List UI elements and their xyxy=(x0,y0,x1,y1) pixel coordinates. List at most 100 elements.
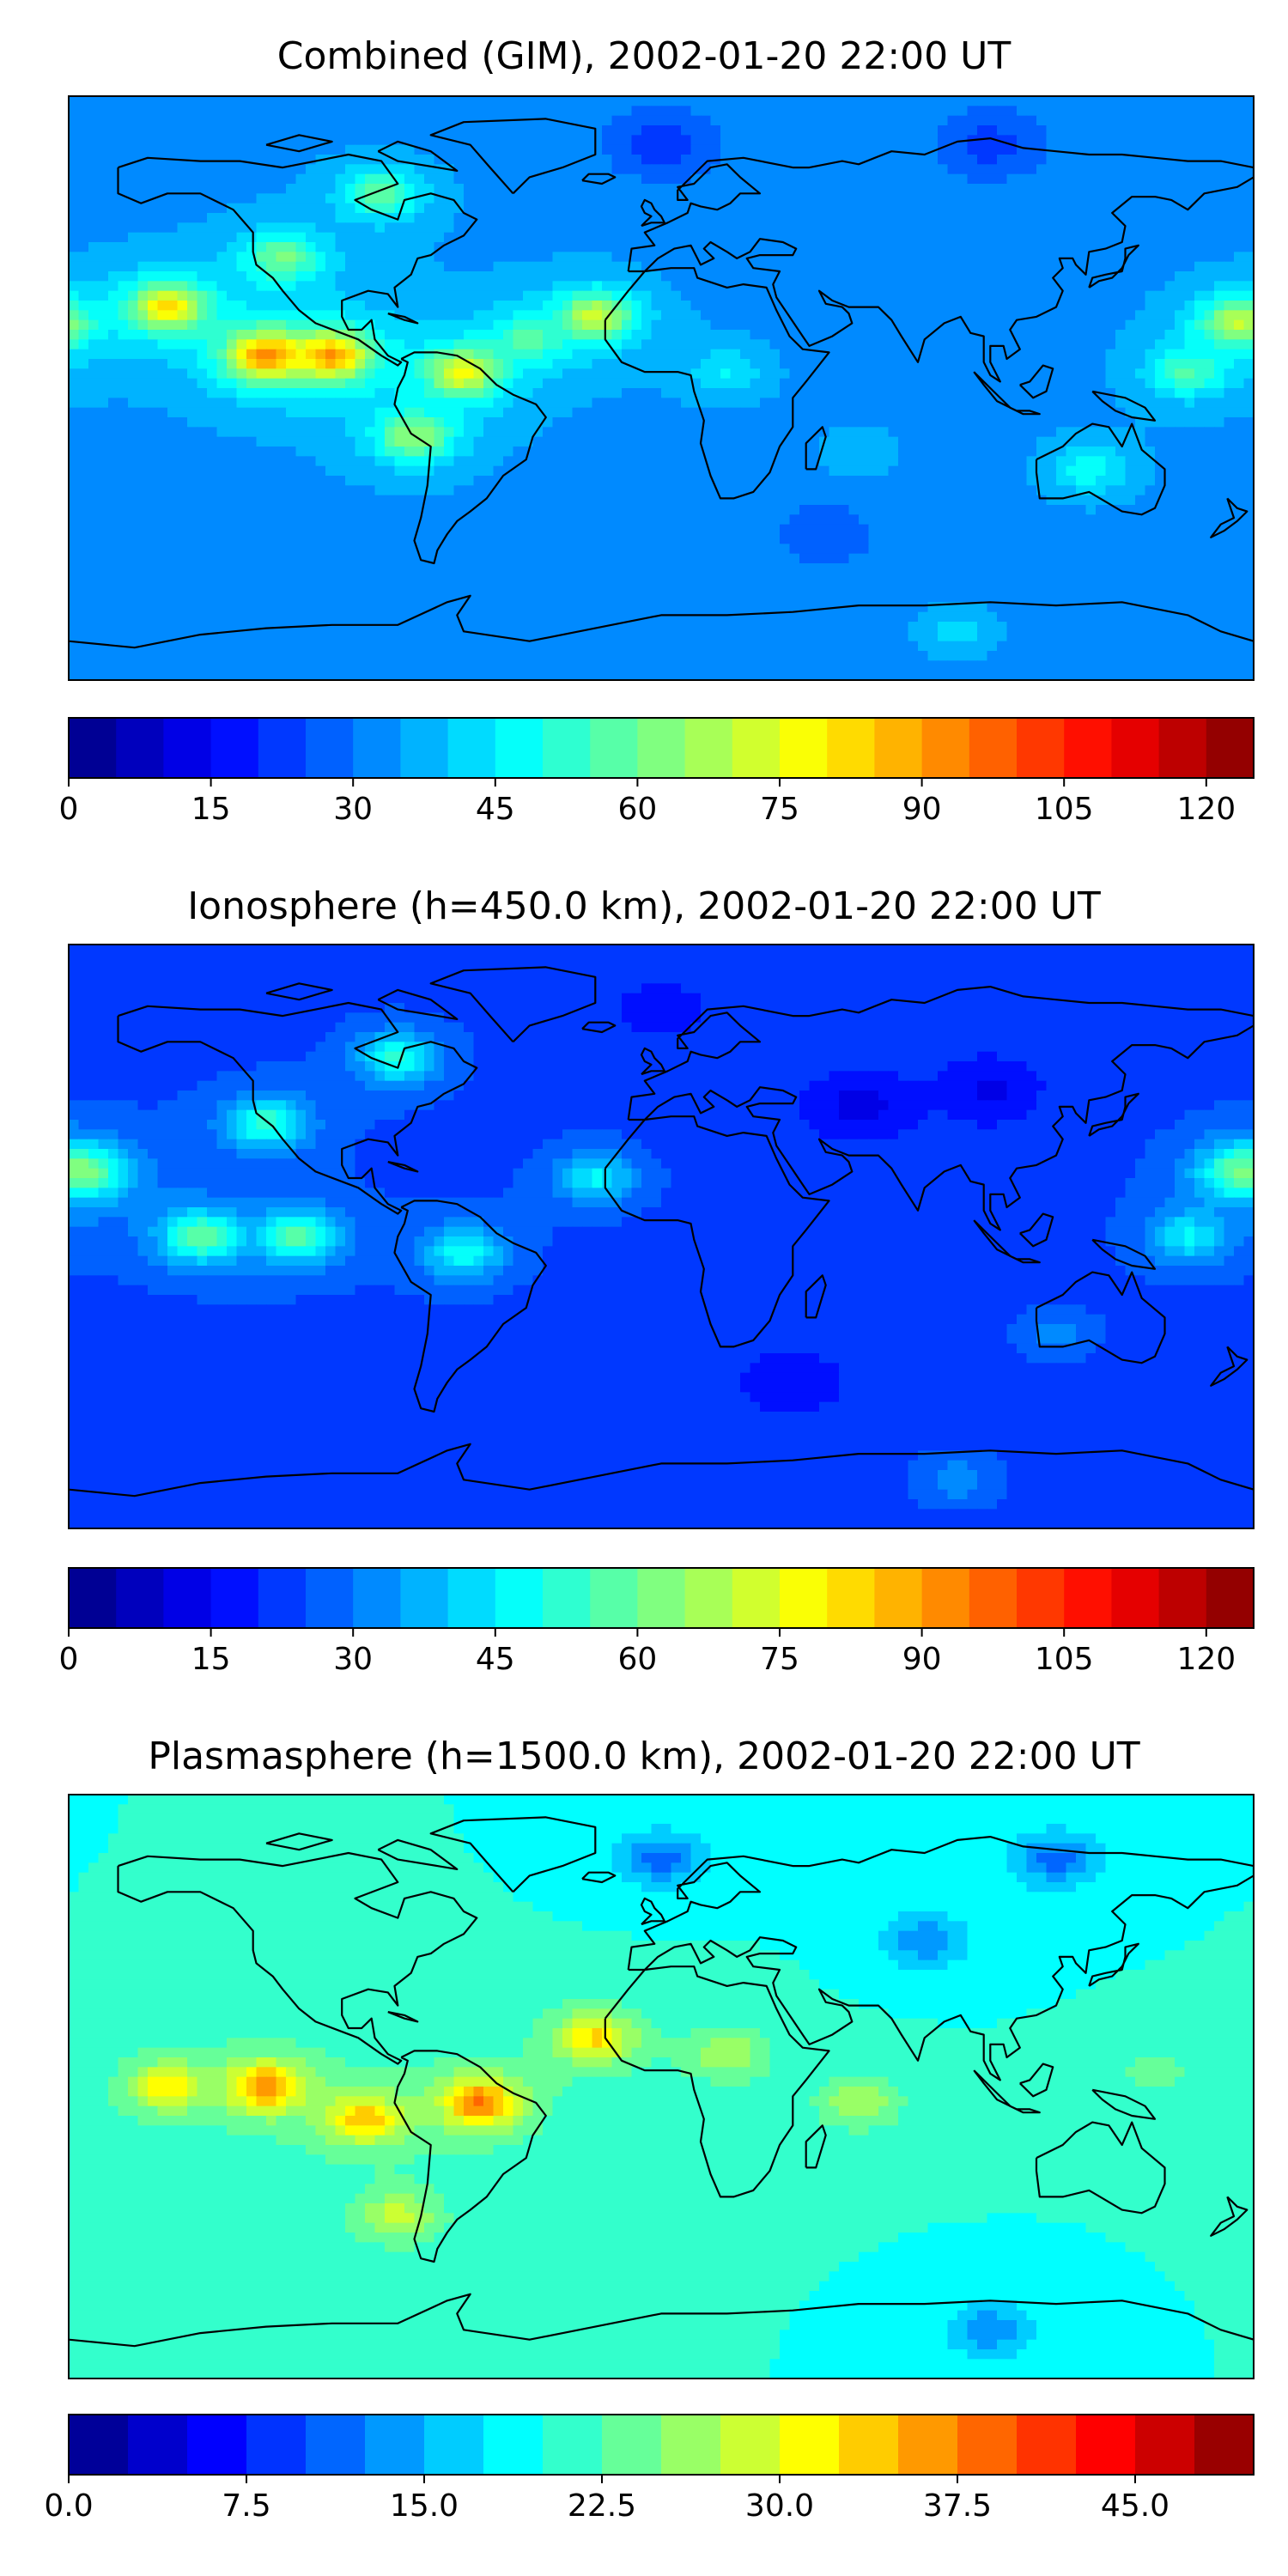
colorbar-segment xyxy=(874,1568,923,1628)
colorbar-segment xyxy=(637,718,686,778)
colorbar-segment xyxy=(116,1568,164,1628)
colorbar-tick-label: 0 xyxy=(59,792,79,827)
map-frame-combined xyxy=(68,95,1255,681)
colorbar-segment xyxy=(1158,718,1207,778)
colorbar-tick-label: 45 xyxy=(476,792,515,827)
colorbar-segment xyxy=(637,1568,686,1628)
coastlines-ionosphere xyxy=(69,966,1254,1498)
colorbar-tick-label: 90 xyxy=(902,1642,942,1677)
colorbar-segment xyxy=(1206,1568,1255,1628)
colorbar-segment xyxy=(187,2415,247,2475)
colorbar-tick-label: 45.0 xyxy=(1101,2488,1170,2524)
colorbar-segment xyxy=(163,1568,212,1628)
colorbar-segment xyxy=(1076,2415,1136,2475)
colorbar-segment xyxy=(1135,2415,1195,2475)
colorbar-tick-label: 75 xyxy=(760,792,799,827)
colorbar-segment xyxy=(898,2415,958,2475)
colorbar-segment xyxy=(780,718,828,778)
colorbar-tick-label: 30 xyxy=(333,792,373,827)
colorbar-segment xyxy=(732,1568,781,1628)
chart-title-ionosphere: Ionosphere (h=450.0 km), 2002-01-20 22:0… xyxy=(0,884,1288,928)
colorbar-segment xyxy=(483,2415,544,2475)
colorbar-segment xyxy=(353,1568,401,1628)
field-cells-plasmasphere xyxy=(69,1795,1254,2379)
colorbar-tick-label: 120 xyxy=(1176,792,1236,827)
colorbar-segment xyxy=(495,718,544,778)
colorbar-segment xyxy=(246,2415,307,2475)
coastlines-combined xyxy=(69,118,1254,649)
colorbar-segment xyxy=(424,2415,484,2475)
colorbar-segment xyxy=(258,718,307,778)
colorbar-tick-label: 30.0 xyxy=(745,2488,814,2524)
colorbar-segment xyxy=(921,718,970,778)
colorbar-segment xyxy=(957,2415,1018,2475)
colorbar-segment xyxy=(128,2415,188,2475)
colorbar-tick-label: 75 xyxy=(760,1642,799,1677)
colorbar-segment xyxy=(1111,718,1160,778)
colorbar-segment xyxy=(780,1568,828,1628)
map-combined: 0 15 30 45 60 75 90 105 120 xyxy=(59,95,1255,827)
colorbar-segment xyxy=(590,1568,638,1628)
colorbar-tick-label: 60 xyxy=(617,1642,657,1677)
colorbar-segment xyxy=(306,718,354,778)
coastlines-plasmasphere xyxy=(69,1816,1254,2348)
colorbar-segment xyxy=(495,1568,544,1628)
colorbar-segment xyxy=(306,1568,354,1628)
colorbar-segment xyxy=(353,718,401,778)
colorbar-segment xyxy=(780,2415,840,2475)
colorbar-segment xyxy=(1017,2415,1077,2475)
field-cells-ionosphere xyxy=(69,945,1254,1528)
colorbar-segment xyxy=(827,718,875,778)
colorbar-segment xyxy=(1206,718,1255,778)
colorbar-segment xyxy=(69,2415,129,2475)
colorbar-tick-label: 22.5 xyxy=(568,2488,636,2524)
map-ionosphere: 0 15 30 45 60 75 90 105 120 xyxy=(59,944,1255,1677)
colorbar-tick-label: 60 xyxy=(617,792,657,827)
colorbar-segment xyxy=(447,1568,496,1628)
colorbar-segment xyxy=(210,1568,259,1628)
colorbar-segment xyxy=(306,2415,366,2475)
colorbar-tick-label: 30 xyxy=(333,1642,373,1677)
colorbar-tick-label: 105 xyxy=(1035,1642,1094,1677)
colorbar-segment xyxy=(69,1568,117,1628)
colorbar-segment xyxy=(1158,1568,1207,1628)
colorbar-segment xyxy=(447,718,496,778)
colorbar-tick-label: 15 xyxy=(191,792,231,827)
colorbar-plasmasphere: 0.0 7.5 15.0 22.5 30.0 37.5 45.0 xyxy=(44,2414,1255,2524)
colorbar-segment xyxy=(543,2415,603,2475)
colorbar-segment xyxy=(969,1568,1018,1628)
colorbar-segment xyxy=(661,2415,721,2475)
chart-title-combined: Combined (GIM), 2002-01-20 22:00 UT xyxy=(0,34,1288,78)
colorbar-segment xyxy=(1111,1568,1160,1628)
colorbar-tick-label: 105 xyxy=(1035,792,1094,827)
colorbar-segment xyxy=(400,718,449,778)
colorbar-tick-label: 0.0 xyxy=(44,2488,93,2524)
colorbar-segment xyxy=(969,718,1018,778)
colorbar-tick-label: 90 xyxy=(902,792,942,827)
colorbar-segment xyxy=(400,1568,449,1628)
colorbar-tick-label: 15 xyxy=(191,1642,231,1677)
colorbar-combined: 0 15 30 45 60 75 90 105 120 xyxy=(59,717,1255,827)
colorbar-segment xyxy=(69,718,117,778)
colorbar-segment xyxy=(720,2415,781,2475)
colorbar-segment xyxy=(1017,718,1065,778)
colorbar-segment xyxy=(163,718,212,778)
colorbar-segment xyxy=(921,1568,970,1628)
colorbar-segment xyxy=(839,2415,899,2475)
colorbar-tick-label: 37.5 xyxy=(923,2488,992,2524)
colorbar-ionosphere: 0 15 30 45 60 75 90 105 120 xyxy=(59,1567,1255,1677)
colorbar-tick-label: 120 xyxy=(1176,1642,1236,1677)
colorbar-tick-label: 7.5 xyxy=(222,2488,270,2524)
colorbar-segment xyxy=(365,2415,425,2475)
colorbar-segment xyxy=(827,1568,875,1628)
colorbar-segment xyxy=(590,718,638,778)
chart-title-plasmasphere: Plasmasphere (h=1500.0 km), 2002-01-20 2… xyxy=(0,1735,1288,1778)
colorbar-segment xyxy=(1017,1568,1065,1628)
colorbar-segment xyxy=(543,1568,591,1628)
colorbar-tick-label: 0 xyxy=(59,1642,79,1677)
colorbar-segment xyxy=(116,718,164,778)
colorbar-segment xyxy=(684,1568,733,1628)
colorbar-tick-label: 15.0 xyxy=(390,2488,459,2524)
colorbar-segment xyxy=(684,718,733,778)
